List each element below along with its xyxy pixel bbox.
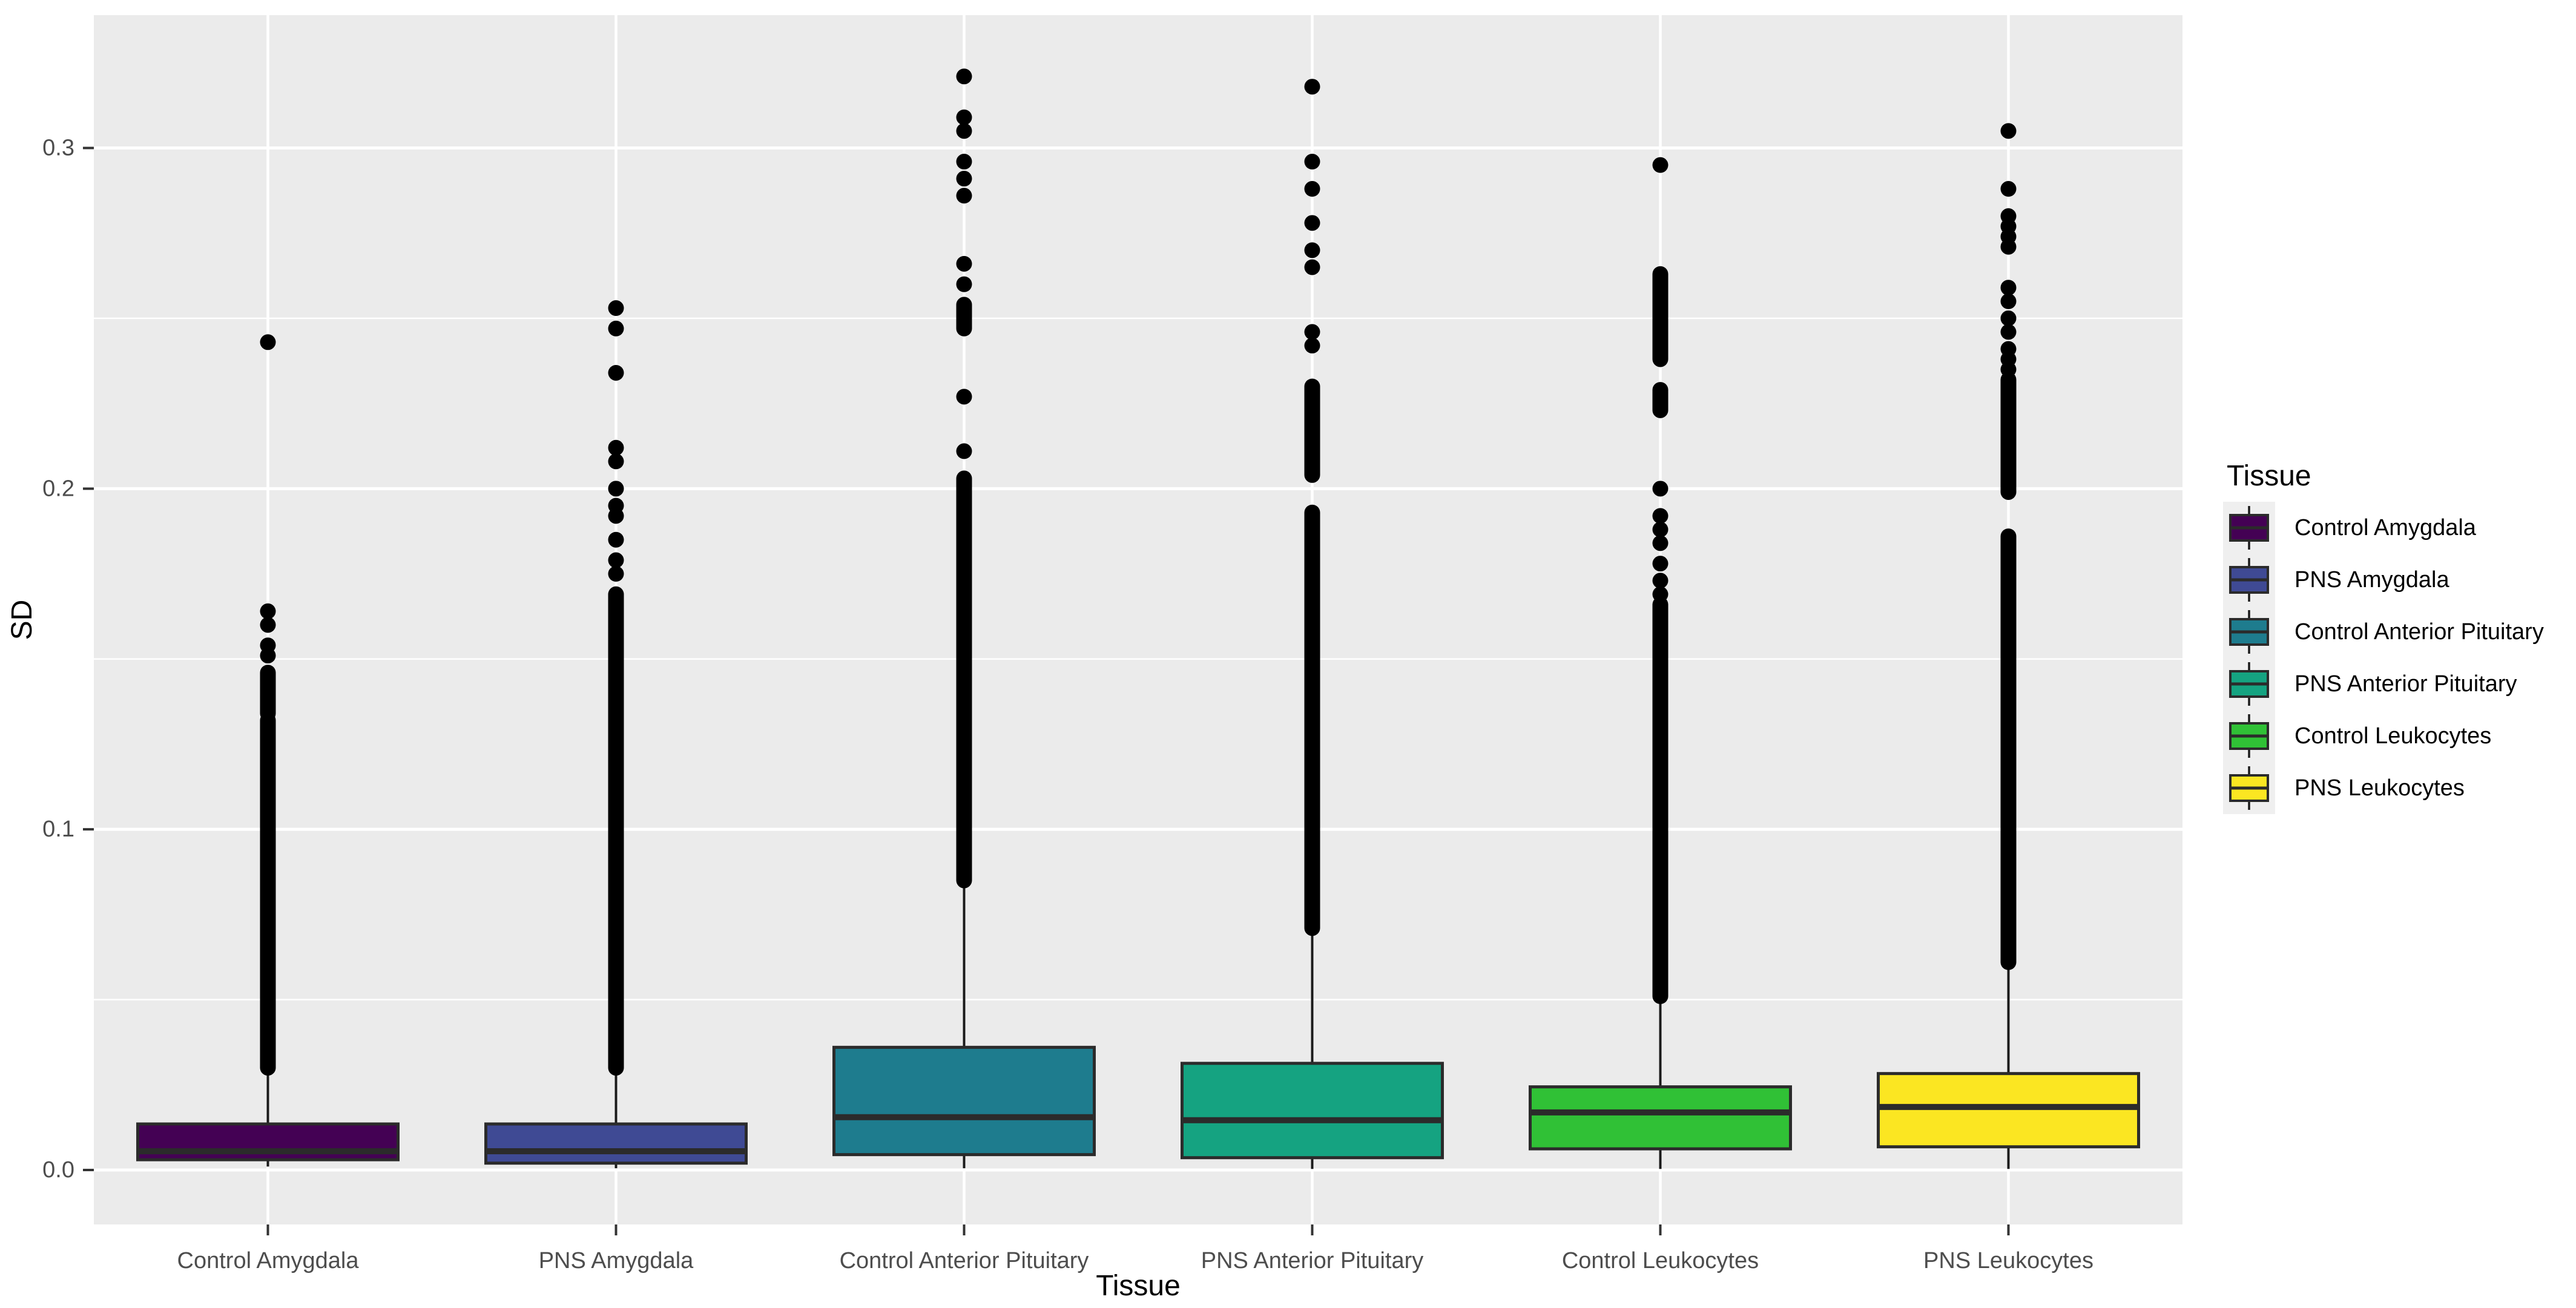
outlier-point xyxy=(1304,215,1320,231)
legend-item-control-amygdala: Control Amygdala xyxy=(2223,502,2477,554)
outlier-point xyxy=(260,637,276,654)
legend-label: Control Anterior Pituitary xyxy=(2294,619,2544,645)
outlier-point xyxy=(1652,586,1668,602)
legend-item-control-anterior-pituitary: Control Anterior Pituitary xyxy=(2223,606,2544,658)
outlier-point xyxy=(956,188,972,204)
outlier-point xyxy=(260,617,276,633)
x-tick-label: PNS Anterior Pituitary xyxy=(1201,1248,1423,1273)
legend-item-pns-leukocytes: PNS Leukocytes xyxy=(2223,762,2465,814)
iqr-box xyxy=(1181,1062,1444,1160)
outlier-point xyxy=(956,154,972,170)
boxplot-pns-anterior-pituitary xyxy=(1181,79,1444,1169)
outlier-point xyxy=(1652,556,1668,572)
legend-label: PNS Amygdala xyxy=(2294,567,2449,593)
legend-label: Control Leukocytes xyxy=(2294,723,2491,749)
outlier-point xyxy=(956,276,972,292)
x-tick-label: PNS Amygdala xyxy=(539,1248,694,1273)
axes: 0.0 0.1 0.2 0.3 Control Amygdala PNS Amygdala… xyxy=(42,135,2093,1273)
outlier-point xyxy=(1652,521,1668,537)
outlier-point xyxy=(956,68,972,85)
outlier-point xyxy=(956,389,972,405)
legend-label: PNS Anterior Pituitary xyxy=(2294,671,2517,697)
outlier-point xyxy=(260,603,276,619)
x-tick-label: Control Anterior Pituitary xyxy=(840,1248,1089,1273)
iqr-box xyxy=(1529,1085,1792,1151)
legend-keys: Control Amygdala PNS Amygdala Control Ante… xyxy=(2223,502,2544,814)
outlier-point xyxy=(2000,341,2017,357)
outlier-point xyxy=(608,498,624,514)
outlier-point xyxy=(1652,157,1668,173)
y-tick-label: 0.3 xyxy=(42,135,74,160)
y-tick-label: 0.2 xyxy=(42,476,74,501)
outlier-point xyxy=(2000,280,2017,296)
legend-item-pns-amygdala: PNS Amygdala xyxy=(2223,554,2449,606)
outlier-point xyxy=(1304,337,1320,353)
iqr-box xyxy=(1877,1072,2140,1149)
outlier-point xyxy=(956,123,972,139)
outlier-point xyxy=(2000,310,2017,326)
outlier-point xyxy=(1652,535,1668,551)
legend-item-control-leukocytes: Control Leukocytes xyxy=(2223,710,2491,762)
boxplot-pns-leukocytes xyxy=(1877,123,2140,1169)
boxplot-control-anterior-pituitary xyxy=(832,68,1096,1169)
boxplot-control-leukocytes xyxy=(1529,157,1792,1169)
boxplot-pns-amygdala xyxy=(484,300,748,1169)
outlier-point xyxy=(2000,208,2017,225)
y-tick-label: 0.0 xyxy=(42,1157,74,1183)
outlier-point xyxy=(260,334,276,350)
outlier-point xyxy=(956,443,972,459)
outlier-point xyxy=(1652,573,1668,589)
outlier-point xyxy=(608,300,624,317)
y-axis-title: SD xyxy=(6,600,38,640)
panel-background xyxy=(94,15,2182,1224)
outlier-point xyxy=(2000,293,2017,309)
legend-title: Tissue xyxy=(2227,460,2311,492)
outlier-point xyxy=(956,171,972,187)
outlier-point xyxy=(1304,154,1320,170)
plot-panel xyxy=(94,15,2182,1224)
outlier-point xyxy=(2000,123,2017,139)
iqr-box xyxy=(484,1122,748,1165)
iqr-box xyxy=(832,1045,1096,1157)
outlier-point xyxy=(608,320,624,337)
outlier-point xyxy=(1304,324,1320,340)
outlier-point xyxy=(1652,481,1668,497)
x-tick-label: Control Leukocytes xyxy=(1562,1248,1759,1273)
outlier-point xyxy=(608,453,624,470)
outlier-point xyxy=(956,255,972,272)
outlier-point xyxy=(608,531,624,548)
x-axis-title: Tissue xyxy=(1096,1270,1181,1302)
outlier-point xyxy=(608,364,624,381)
outlier-point xyxy=(1304,79,1320,95)
outlier-point xyxy=(608,439,624,456)
iqr-box xyxy=(136,1122,400,1162)
outlier-point xyxy=(2000,181,2017,197)
boxplots xyxy=(136,68,2140,1169)
x-tick-label: PNS Leukocytes xyxy=(1923,1248,2093,1273)
outlier-point xyxy=(608,552,624,568)
legend-label: Control Amygdala xyxy=(2294,515,2477,541)
outlier-point xyxy=(956,109,972,125)
outlier-point xyxy=(2000,324,2017,340)
outlier-point xyxy=(1304,259,1320,275)
outlier-point xyxy=(1304,181,1320,197)
outlier-point xyxy=(608,481,624,497)
boxplot-control-amygdala xyxy=(136,334,400,1167)
y-tick-label: 0.1 xyxy=(42,817,74,842)
outlier-point xyxy=(1652,508,1668,524)
outlier-point xyxy=(1304,242,1320,258)
legend-label: PNS Leukocytes xyxy=(2294,775,2465,801)
legend-item-pns-anterior-pituitary: PNS Anterior Pituitary xyxy=(2223,658,2517,710)
outlier-point xyxy=(608,566,624,582)
x-tick-label: Control Amygdala xyxy=(177,1248,360,1273)
